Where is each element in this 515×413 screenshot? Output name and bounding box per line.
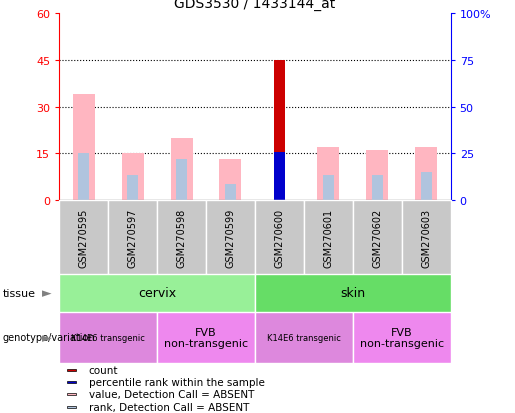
Text: FVB
non-transgenic: FVB non-transgenic	[359, 327, 444, 349]
Bar	[421, 173, 432, 200]
Bar	[415, 148, 437, 200]
Bar	[67, 381, 76, 383]
Text: skin: skin	[340, 287, 365, 300]
FancyBboxPatch shape	[402, 200, 451, 275]
Bar	[67, 406, 76, 408]
Text: GSM270600: GSM270600	[274, 208, 284, 267]
Text: value, Detection Call = ABSENT: value, Detection Call = ABSENT	[89, 389, 254, 399]
FancyBboxPatch shape	[108, 200, 157, 275]
FancyBboxPatch shape	[157, 200, 206, 275]
FancyBboxPatch shape	[59, 275, 255, 312]
Bar	[372, 176, 383, 200]
Bar	[366, 151, 388, 200]
FancyBboxPatch shape	[304, 200, 353, 275]
FancyBboxPatch shape	[206, 200, 255, 275]
Text: GSM270603: GSM270603	[421, 208, 431, 267]
Text: count: count	[89, 365, 118, 375]
Bar	[170, 138, 193, 200]
Bar	[317, 148, 339, 200]
Text: cervix: cervix	[138, 287, 176, 300]
FancyBboxPatch shape	[353, 312, 451, 363]
FancyBboxPatch shape	[353, 200, 402, 275]
Bar	[176, 160, 187, 200]
Text: GSM270597: GSM270597	[128, 208, 138, 267]
Text: percentile rank within the sample: percentile rank within the sample	[89, 377, 265, 387]
Text: K14E6 transgenic: K14E6 transgenic	[71, 333, 145, 342]
Text: tissue: tissue	[3, 288, 36, 298]
FancyBboxPatch shape	[59, 200, 108, 275]
Text: ►: ►	[42, 287, 51, 300]
Bar	[67, 369, 76, 370]
Title: GDS3530 / 1433144_at: GDS3530 / 1433144_at	[174, 0, 336, 11]
Text: rank, Detection Call = ABSENT: rank, Detection Call = ABSENT	[89, 402, 249, 412]
Text: GSM270602: GSM270602	[372, 208, 382, 267]
Bar	[225, 185, 236, 200]
Bar	[219, 160, 242, 200]
Bar	[274, 61, 285, 200]
Text: K14E6 transgenic: K14E6 transgenic	[267, 333, 341, 342]
Bar	[73, 95, 95, 200]
Text: GSM270595: GSM270595	[79, 208, 89, 267]
Bar	[122, 154, 144, 200]
Bar	[127, 176, 138, 200]
Text: GSM270601: GSM270601	[323, 208, 333, 267]
FancyBboxPatch shape	[59, 312, 157, 363]
Bar	[67, 394, 76, 395]
Text: GSM270599: GSM270599	[226, 208, 235, 267]
FancyBboxPatch shape	[255, 312, 353, 363]
Bar	[274, 152, 285, 200]
FancyBboxPatch shape	[157, 312, 255, 363]
Text: FVB
non-transgenic: FVB non-transgenic	[164, 327, 248, 349]
Text: GSM270598: GSM270598	[177, 208, 186, 267]
Text: ►: ►	[42, 331, 51, 344]
Bar	[323, 176, 334, 200]
FancyBboxPatch shape	[255, 200, 304, 275]
FancyBboxPatch shape	[255, 275, 451, 312]
Bar	[78, 154, 89, 200]
Text: genotype/variation: genotype/variation	[3, 332, 95, 343]
